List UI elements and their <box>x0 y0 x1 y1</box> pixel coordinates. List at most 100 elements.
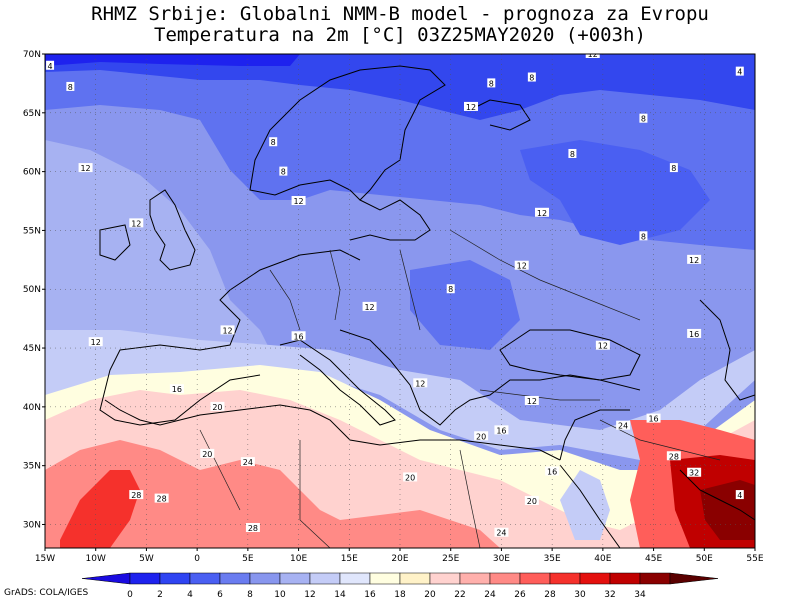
colorbar-segment <box>669 572 719 585</box>
contour-label-text: 16 <box>547 468 557 477</box>
temp-zone-very-cold-north <box>45 54 755 120</box>
contour-label-text: 4 <box>48 62 53 71</box>
contour-label: 4 <box>735 490 744 500</box>
contour-label: 20 <box>403 472 418 482</box>
colorbar-tick-label: 30 <box>574 590 586 600</box>
colorbar-segment <box>249 572 281 585</box>
latitude-tick-label: 55N <box>23 226 41 236</box>
contour-label: 28 <box>154 493 169 504</box>
coastlines <box>99 65 755 548</box>
contour-label-text: 20 <box>476 432 486 441</box>
contour-label: 20 <box>200 448 215 459</box>
map-subtitle: Temperatura na 2m [°C] 03Z25MAY2020 (+00… <box>154 24 646 46</box>
contour-label-text: 28 <box>157 495 167 504</box>
latitude-tick-label: 50N <box>23 285 41 295</box>
colorbar-segment <box>309 572 341 585</box>
contour-label: 8 <box>639 231 648 241</box>
contour-label-bg <box>269 137 278 147</box>
contour-label-text: 28 <box>248 524 258 533</box>
contour-label: 20 <box>474 431 489 441</box>
contour-label: 8 <box>669 163 678 173</box>
contour-label: 24 <box>616 420 631 431</box>
contour-label: 16 <box>291 331 306 341</box>
contour-label-bg <box>735 66 744 76</box>
colorbar-tick-label: 8 <box>247 590 253 600</box>
longitude-tick-label: 35E <box>544 554 561 564</box>
contour-label-text: 8 <box>641 115 646 124</box>
temperature-colorbar: 0 2 4 6 8 10 12 14 16 18 20 22 24 26 28 30 32 34 <box>81 572 719 600</box>
contour-label-text: 20 <box>202 450 212 459</box>
longitude-axis: 15W 10W 5W 0 5E 10E 15E 20E 25E 30E 35E 40E 45E 50E 55… <box>35 548 764 564</box>
longitude-tick-label: 45E <box>645 554 662 564</box>
contour-label-bg <box>403 472 418 482</box>
contour-label-bg <box>669 163 678 173</box>
colorbar-tick-label: 26 <box>514 590 526 600</box>
border-mideast <box>599 419 721 461</box>
border-libya-egypt <box>299 440 331 548</box>
longitude-tick-label: 25E <box>442 554 459 564</box>
contour-label-text: 12 <box>364 303 374 312</box>
contour-label-bg <box>646 413 661 423</box>
contour-label-bg <box>494 527 509 537</box>
colorbar-tick-label: 10 <box>274 590 286 600</box>
border-russia-ukraine <box>449 229 641 321</box>
contour-label-bg <box>687 328 702 338</box>
border-africa-east <box>459 449 481 548</box>
longitude-tick-label: 5E <box>242 554 254 564</box>
longitude-tick-label: 20E <box>391 554 408 564</box>
contour-label-text: 16 <box>293 332 303 341</box>
temp-zone-mid-west <box>45 140 270 370</box>
contour-label-text: 20 <box>405 473 415 482</box>
country-borders <box>199 229 721 548</box>
colorbar-segment <box>549 572 581 585</box>
coastline-italy <box>279 339 396 426</box>
contour-label-bg <box>535 207 549 217</box>
contour-label-text: 12 <box>293 197 303 206</box>
contour-label-bg <box>639 231 648 241</box>
contour-label: 12 <box>220 325 235 335</box>
contour-label: 28 <box>666 451 681 461</box>
longitude-tick-label: 15E <box>341 554 358 564</box>
colorbar-segment <box>219 572 251 585</box>
contour-label-text: 8 <box>448 285 453 294</box>
contour-label-bg <box>687 467 702 477</box>
contour-label-text: 12 <box>527 397 537 406</box>
contour-label: 8 <box>446 284 455 294</box>
contour-label: 4 <box>735 66 744 77</box>
contour-label: 8 <box>639 113 648 124</box>
contour-labels: 12 8 12 12 12 16 20 20 24 28 28 28 8 8 12 16 12 8 12 16 20 20… <box>46 54 744 538</box>
contour-label-bg <box>129 490 144 500</box>
border-africa-north <box>199 429 241 511</box>
colorbar-segment <box>81 572 131 585</box>
contour-label-text: 12 <box>91 338 101 347</box>
contour-label-bg <box>88 337 103 347</box>
coastline-black-sea <box>499 329 641 381</box>
contour-label-text: 8 <box>271 138 276 147</box>
colorbar-tick-label: 34 <box>634 590 646 600</box>
colorbar-tick-label: 20 <box>424 590 436 600</box>
temp-zone-deep-cold-arctic <box>45 54 300 66</box>
contour-label: 8 <box>66 81 75 92</box>
coastline-iberia-south <box>99 374 261 426</box>
contour-label: 12 <box>595 340 610 351</box>
colorbar-segment <box>279 572 311 585</box>
contour-label-bg <box>66 81 75 91</box>
contour-label: 16 <box>169 384 184 394</box>
colorbar-tick-label: 4 <box>187 590 193 600</box>
contour-label-bg <box>527 72 536 82</box>
contour-label: 12 <box>88 337 103 347</box>
contour-label-text: 12 <box>537 209 547 218</box>
contour-label-text: 16 <box>648 415 658 424</box>
contour-label-text: 28 <box>669 452 679 461</box>
longitude-tick-label: 50E <box>696 554 713 564</box>
border-germany-poland <box>329 249 341 321</box>
contour-label-bg <box>735 490 744 500</box>
colorbar-tick-label: 32 <box>604 590 615 600</box>
contour-label-text: 24 <box>496 529 506 538</box>
contour-label: 28 <box>245 523 260 533</box>
coastline-north-africa <box>104 399 561 461</box>
border-poland-east <box>399 249 421 331</box>
contour-label: 20 <box>210 401 225 412</box>
colorbar-tick-label: 18 <box>394 590 406 600</box>
